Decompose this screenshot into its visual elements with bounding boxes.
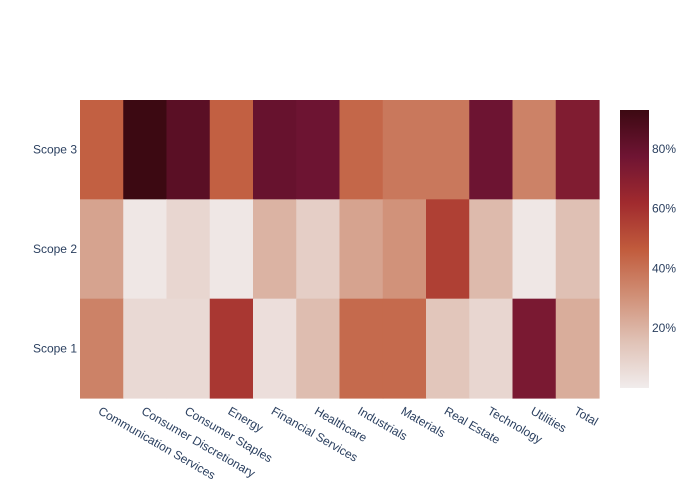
heatmap-cell: [209, 100, 254, 200]
y-tick-label: Scope 2: [33, 242, 77, 256]
heatmap-cell: [469, 298, 514, 399]
heatmap-cell: [166, 199, 211, 300]
heatmap-cell: [555, 100, 600, 200]
heatmap-cell: [253, 199, 297, 300]
heatmap-cell: [512, 100, 557, 200]
colorbar-tick-label: 80%: [652, 142, 676, 156]
heatmap-cell: [426, 199, 470, 300]
colorbar-tick-label: 40%: [652, 261, 676, 275]
heatmap-cell: [123, 199, 168, 300]
colorbar-gradient: [620, 110, 649, 388]
heatmap-cell: [469, 100, 514, 200]
heatmap-cell: [209, 199, 254, 300]
colorbar-tick-label: 20%: [652, 321, 676, 335]
heatmap-cell: [296, 199, 341, 300]
heatmap-cell: [339, 199, 384, 300]
heatmap-cell: [80, 199, 124, 300]
heatmap-cell: [512, 298, 557, 399]
heatmap-cell: [80, 100, 124, 200]
y-axis-tick-labels: Scope 3 Scope 2 Scope 1: [33, 143, 77, 356]
x-tick-label: Total: [572, 404, 601, 429]
heatmap-cell: [166, 100, 211, 200]
heatmap-cell: [123, 100, 168, 200]
heatmap-cell: [426, 100, 470, 200]
colorbar: 20% 40% 60% 80%: [620, 110, 676, 388]
heatmap-cell: [555, 298, 600, 399]
heatmap-cell: [382, 100, 427, 200]
heatmap-cell: [123, 298, 168, 399]
heatmap-cell: [209, 298, 254, 399]
heatmap-cell: [382, 199, 427, 300]
heatmap-cell: [339, 100, 384, 200]
heatmap-cell: [512, 199, 557, 300]
y-tick-label: Scope 3: [33, 143, 77, 157]
heatmap-cells: [80, 100, 600, 399]
colorbar-tick-label: 60%: [652, 202, 676, 216]
heatmap-cell: [253, 298, 297, 399]
heatmap-cell: [555, 199, 600, 300]
heatmap-cell: [80, 298, 124, 399]
heatmap-cell: [426, 298, 470, 399]
heatmap-cell: [296, 298, 341, 399]
heatmap-cell: [469, 199, 514, 300]
heatmap-cell: [253, 100, 297, 200]
heatmap-cell: [339, 298, 384, 399]
y-tick-label: Scope 1: [33, 341, 77, 355]
heatmap-cell: [296, 100, 341, 200]
heatmap-cell: [382, 298, 427, 399]
heatmap-cell: [166, 298, 211, 399]
